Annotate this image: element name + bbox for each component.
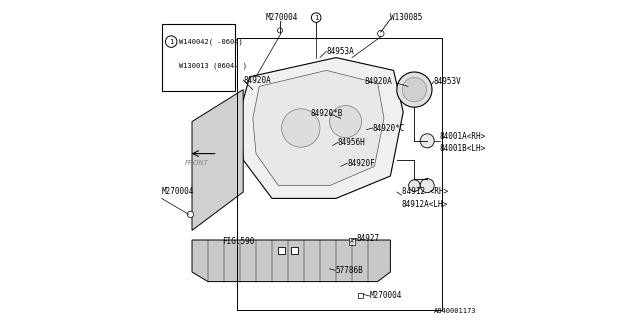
Text: 1: 1 xyxy=(314,15,319,20)
Text: 84001A<RH>: 84001A<RH> xyxy=(440,132,486,140)
Text: 84920*B: 84920*B xyxy=(310,109,343,118)
Text: W130013 (0604- ): W130013 (0604- ) xyxy=(179,62,247,69)
Circle shape xyxy=(188,211,193,218)
Text: 84912 <RH>: 84912 <RH> xyxy=(402,188,448,196)
Text: 84001B<LH>: 84001B<LH> xyxy=(440,144,486,153)
Text: 84920A: 84920A xyxy=(243,76,271,84)
Text: 84920A: 84920A xyxy=(365,77,392,86)
Circle shape xyxy=(311,13,321,22)
Text: 84920*C: 84920*C xyxy=(372,124,405,132)
FancyBboxPatch shape xyxy=(161,24,236,91)
Circle shape xyxy=(378,30,384,37)
Text: 57786B: 57786B xyxy=(335,266,363,275)
Text: W130085: W130085 xyxy=(390,13,423,22)
Text: M270004: M270004 xyxy=(266,13,298,22)
Text: A840001173: A840001173 xyxy=(435,308,477,314)
Text: FIG.590: FIG.590 xyxy=(223,237,255,246)
Text: 84953V: 84953V xyxy=(434,77,461,86)
Polygon shape xyxy=(253,70,384,186)
FancyBboxPatch shape xyxy=(349,238,355,245)
Circle shape xyxy=(397,72,432,107)
Text: A: A xyxy=(350,239,353,244)
Polygon shape xyxy=(192,240,390,282)
Text: 84956H: 84956H xyxy=(338,138,365,147)
Text: W140042( -0604): W140042( -0604) xyxy=(179,38,243,45)
Circle shape xyxy=(330,106,362,138)
Text: 84953A: 84953A xyxy=(326,47,354,56)
Polygon shape xyxy=(240,58,403,198)
FancyBboxPatch shape xyxy=(358,293,363,298)
Text: M270004: M270004 xyxy=(370,292,402,300)
Circle shape xyxy=(420,134,435,148)
Circle shape xyxy=(278,28,283,33)
Text: FRONT: FRONT xyxy=(185,160,209,166)
Text: 84927: 84927 xyxy=(357,234,380,243)
Text: M270004: M270004 xyxy=(161,188,194,196)
Circle shape xyxy=(165,36,177,47)
Circle shape xyxy=(420,179,435,193)
FancyBboxPatch shape xyxy=(278,247,285,254)
Text: 1: 1 xyxy=(169,39,173,44)
Text: 84920F: 84920F xyxy=(347,159,375,168)
Circle shape xyxy=(409,180,420,191)
FancyBboxPatch shape xyxy=(291,247,298,254)
Circle shape xyxy=(402,77,427,102)
Polygon shape xyxy=(192,90,243,230)
Text: 84912A<LH>: 84912A<LH> xyxy=(402,200,448,209)
Circle shape xyxy=(282,109,320,147)
